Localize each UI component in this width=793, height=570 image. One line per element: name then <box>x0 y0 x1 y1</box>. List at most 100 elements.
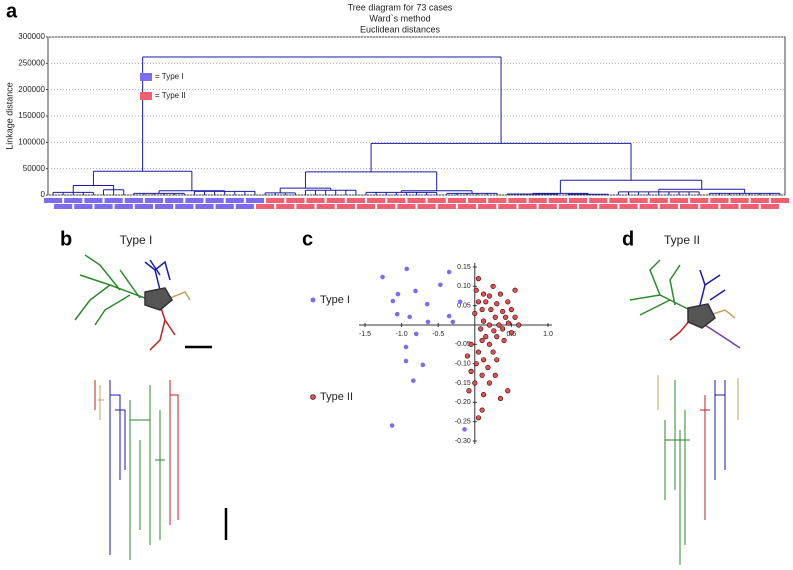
scatter-point <box>424 301 430 307</box>
scatter-point <box>404 266 410 272</box>
scatter-point <box>497 291 504 297</box>
leaf-label <box>467 198 487 203</box>
leaf-label <box>356 204 376 209</box>
leaf-label <box>74 204 93 209</box>
scatter-point <box>508 306 515 313</box>
y-tick-label: 0.10 <box>457 283 471 290</box>
scatter-point <box>479 407 485 413</box>
scatter-point <box>403 358 409 364</box>
leaf-label <box>286 198 305 203</box>
leaf-label <box>478 204 497 209</box>
leaf-label <box>215 204 234 209</box>
scatter-point <box>389 423 395 428</box>
scatter-point <box>486 341 493 347</box>
leaf-label <box>669 198 689 203</box>
scatter-point <box>480 392 487 398</box>
leaf-label <box>255 204 275 209</box>
scatter-point <box>468 341 474 347</box>
scatter-point <box>500 308 506 315</box>
chart-subtitle: Ward`s method <box>369 13 430 23</box>
leaf-label <box>770 198 790 203</box>
scatter-point <box>420 362 426 368</box>
leaf-label <box>619 204 638 209</box>
scatter-point <box>466 388 472 394</box>
leaf-label <box>690 198 709 203</box>
leaf-label <box>740 204 759 209</box>
scatter-point <box>483 299 489 305</box>
scatter-point <box>497 395 504 402</box>
y-tick-label: -0.20 <box>455 399 471 406</box>
scatter-point <box>403 344 409 350</box>
scatter-point <box>407 314 412 320</box>
y-tick-label: 150000 <box>18 111 45 120</box>
leaf-label <box>225 198 244 203</box>
scatter-point <box>472 310 478 317</box>
scatter-point <box>485 364 491 371</box>
leaf-label <box>367 198 386 203</box>
scatter-point <box>390 298 396 304</box>
leaf-label <box>407 198 426 203</box>
scatter-point <box>473 287 479 293</box>
scatter-point <box>464 353 471 359</box>
scatter-point <box>479 337 485 344</box>
leaf-label <box>316 204 335 209</box>
scatter-point <box>502 314 509 320</box>
scatter-point <box>480 291 487 297</box>
panel-label: a <box>6 0 18 22</box>
leaf-label <box>710 198 729 203</box>
scatter-point <box>508 330 515 336</box>
scatter-point <box>483 334 489 340</box>
x-tick-label: -1.5 <box>359 331 371 338</box>
leaf-label <box>134 204 153 209</box>
y-tick-label: 0.05 <box>457 303 471 310</box>
leaf-label <box>235 204 254 209</box>
y-tick-label: 50000 <box>23 164 46 173</box>
scatter-point <box>472 380 478 386</box>
scatter-point <box>486 380 493 386</box>
leaf-label <box>94 204 113 209</box>
leaf-label <box>165 198 184 203</box>
scatter-point <box>505 299 511 305</box>
leaf-label <box>336 204 355 209</box>
leaf-label <box>589 198 608 203</box>
scatter-point <box>500 326 506 332</box>
leaf-label <box>43 198 63 203</box>
scatter-point <box>446 313 452 319</box>
scatter-point <box>462 427 467 432</box>
scatter-point <box>491 328 497 334</box>
y-tick-label: 250000 <box>18 58 45 67</box>
leaf-label <box>680 204 699 209</box>
y-tick-label: 0 <box>41 190 46 199</box>
scatter-point <box>480 357 487 363</box>
leaf-label <box>417 204 436 209</box>
scatter-point <box>475 415 482 421</box>
scatter-point <box>490 349 496 355</box>
leaf-label <box>447 198 466 203</box>
y-tick-label: -0.05 <box>455 341 471 348</box>
leaf-label <box>155 204 174 209</box>
leaf-label <box>437 204 456 209</box>
leaf-label <box>609 198 628 203</box>
scatter-point <box>475 276 482 282</box>
leaf-label <box>64 198 83 203</box>
leaf-label <box>730 198 749 203</box>
leaf-label <box>649 198 668 203</box>
scatter-point <box>486 322 493 328</box>
leaf-label <box>639 204 658 209</box>
scatter-point <box>475 299 482 305</box>
scatter-point <box>438 282 443 288</box>
leaf-label <box>175 204 194 209</box>
scatter-point <box>473 361 479 367</box>
scatter-point <box>512 287 518 293</box>
neuron-title: Type II <box>664 233 700 247</box>
leaf-label <box>488 198 507 203</box>
chart-subtitle: Euclidean distances <box>360 24 441 34</box>
leaf-label <box>427 198 446 203</box>
scatter-point <box>411 378 416 383</box>
leaf-label <box>538 204 557 209</box>
leaf-label <box>720 204 739 209</box>
leaf-label <box>457 204 477 209</box>
legend-label: = Type I <box>155 72 184 81</box>
leaf-label <box>599 204 618 209</box>
leaf-label <box>185 198 204 203</box>
